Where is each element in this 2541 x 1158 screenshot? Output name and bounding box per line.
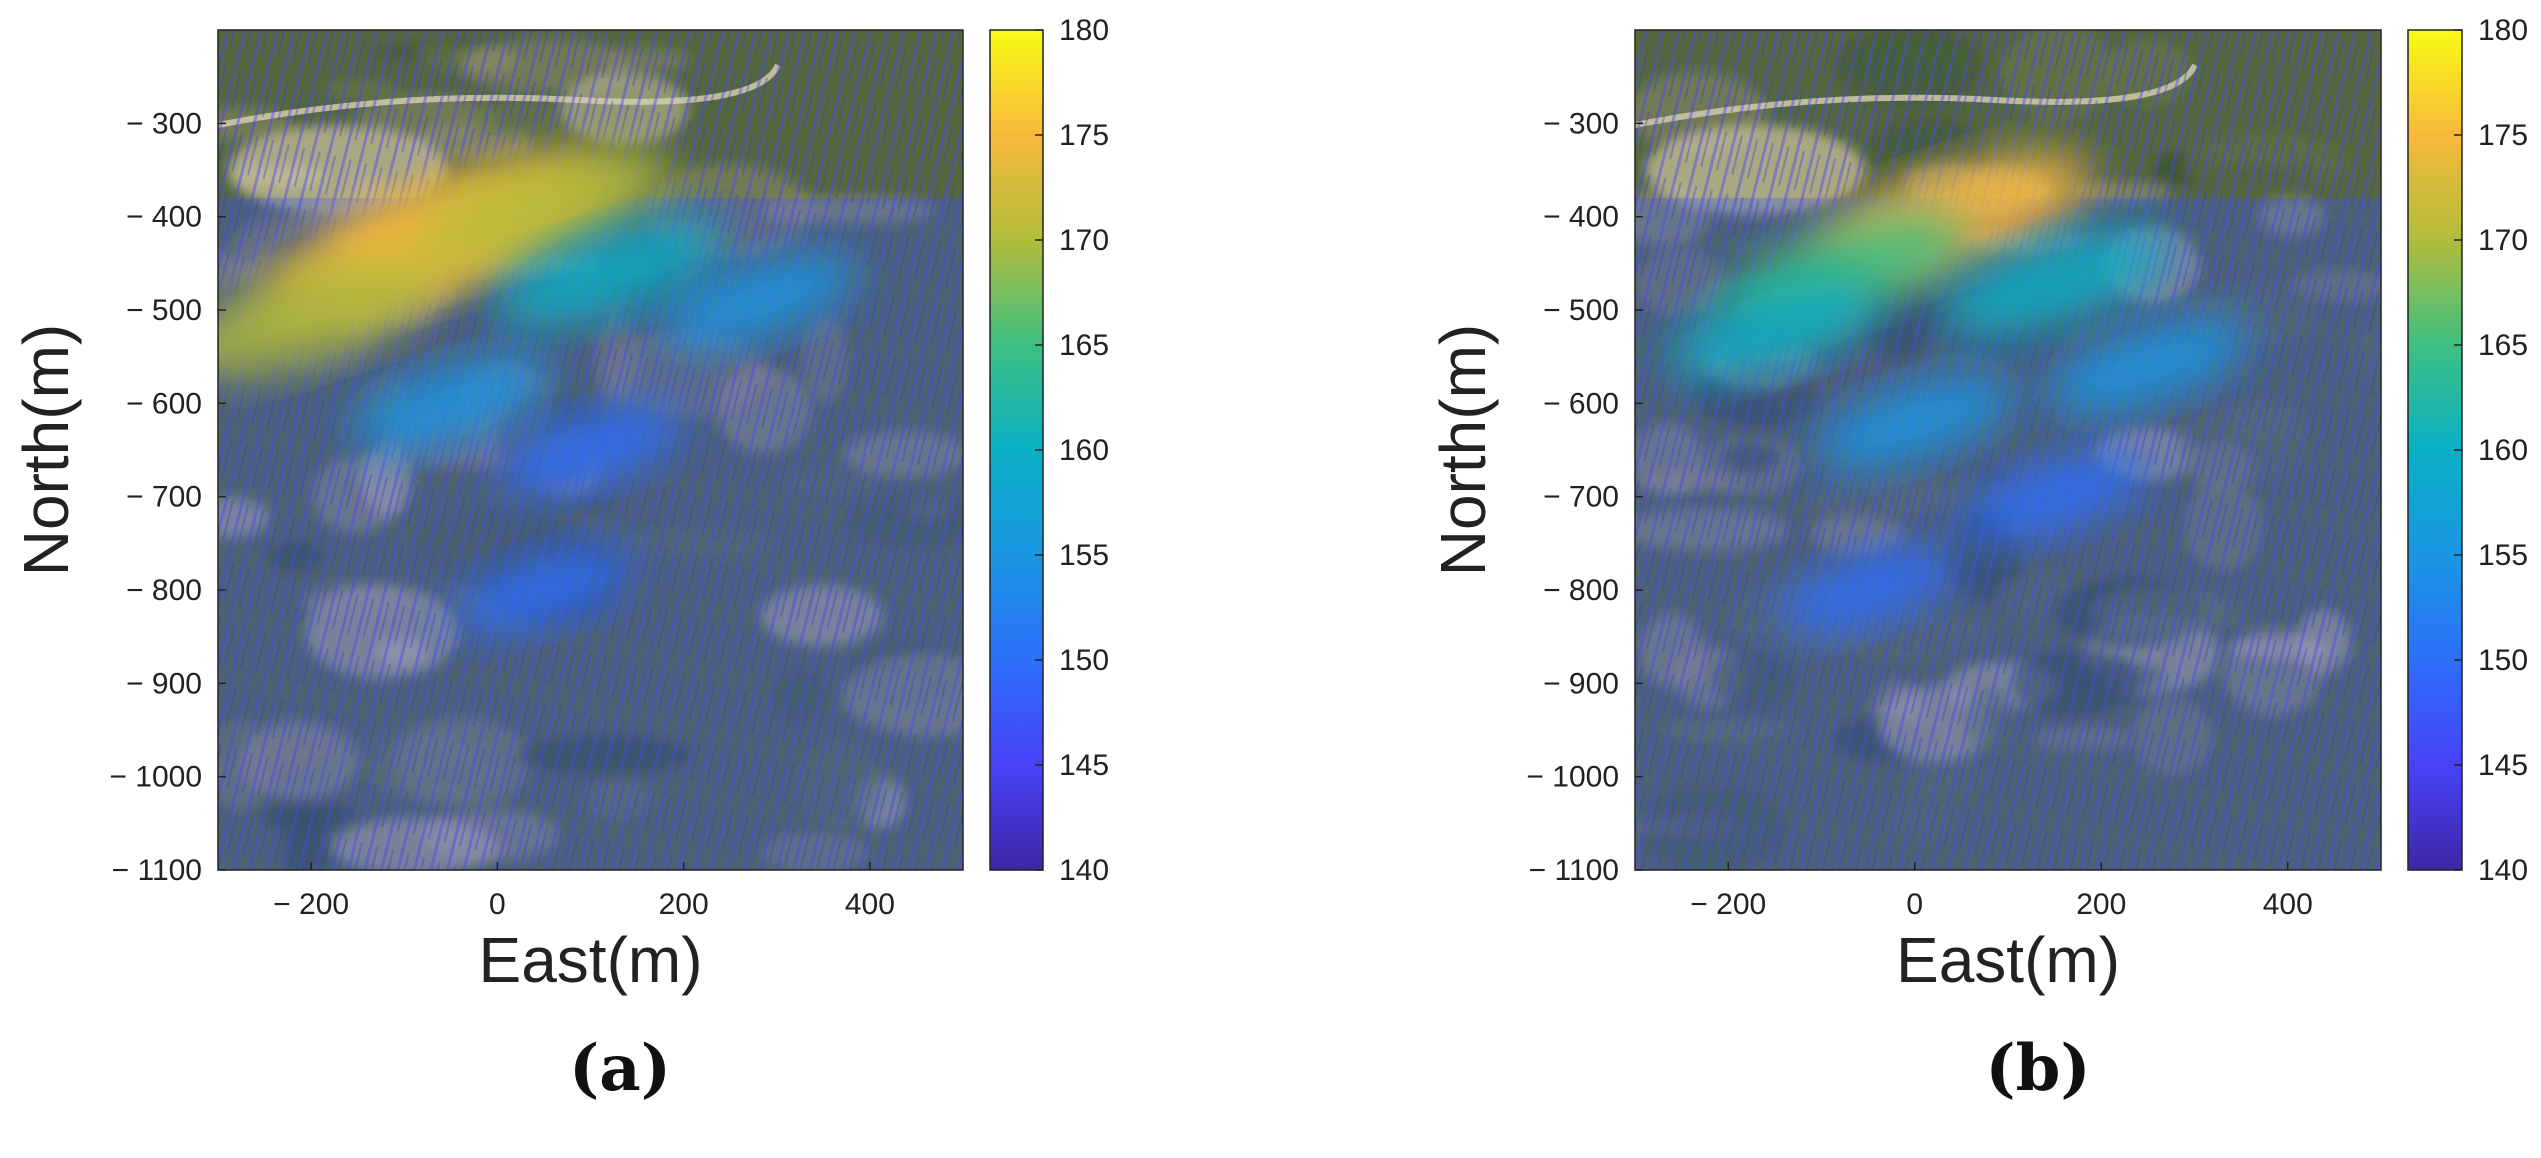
x-tick-label: 0	[489, 888, 506, 921]
colorbar-tick-label: 140	[2478, 854, 2528, 887]
colorbar-tick-label: 145	[2478, 749, 2528, 782]
y-tick-label: − 700	[1543, 481, 1619, 514]
colorbar	[2407, 29, 2463, 871]
colorbar-tick-label: 150	[2478, 644, 2528, 677]
heat-hotspot	[1815, 374, 2015, 470]
heat-hotspot	[218, 254, 443, 375]
heat-hotspot	[1961, 452, 2148, 542]
panel-a: − 200 0 200 400 − 300 − 400 − 500 − 600 − 700 − 8…	[10, 14, 1109, 1106]
plot-area	[1635, 30, 2381, 870]
panel-label: (b)	[1985, 1031, 2090, 1106]
heat-hotspot	[1779, 547, 1957, 633]
colorbar-tick-label: 170	[1059, 224, 1109, 257]
radar-streaks	[1635, 30, 2381, 870]
x-tick-label: 200	[2076, 888, 2126, 921]
y-tick-label: − 800	[126, 574, 202, 607]
panel-label: (a)	[569, 1031, 671, 1106]
y-tick-label: − 600	[126, 387, 202, 420]
y-tick-label: − 1100	[112, 854, 202, 887]
y-tick-label: − 400	[1543, 201, 1619, 234]
x-tick-label: 200	[659, 888, 709, 921]
x-tick-label: 400	[845, 888, 895, 921]
colorbar-tick-label: 175	[2478, 119, 2528, 152]
plot-area	[218, 30, 963, 870]
y-tick-label: − 1100	[1529, 854, 1619, 887]
colorbar-tick-label: 165	[2478, 329, 2528, 362]
colorbar-tick-label: 155	[2478, 539, 2528, 572]
y-tick-label: − 300	[126, 107, 202, 140]
y-tick-label: − 700	[126, 481, 202, 514]
x-axis-label: East(m)	[1896, 924, 2120, 996]
x-tick-label: − 200	[273, 888, 349, 921]
colorbar-tick-label: 180	[2478, 14, 2528, 47]
heat-hotspot	[1669, 279, 1881, 379]
colorbar-tick-label: 145	[1059, 749, 1109, 782]
y-tick-label: − 1000	[109, 761, 202, 794]
y-axis-label: North(m)	[1427, 324, 1499, 576]
colorbar-tick-label: 155	[1059, 539, 1109, 572]
panel-b: − 200 0 200 400 − 300 − 400 − 500 − 600 − 700 − 8…	[1427, 14, 2528, 1106]
colorbar-tick-label: 180	[1059, 14, 1109, 47]
heat-hotspot	[455, 547, 633, 633]
colorbar-tick-label: 175	[1059, 119, 1109, 152]
x-tick-label: 0	[1906, 888, 1923, 921]
y-tick-label: − 500	[126, 294, 202, 327]
x-axis-label: East(m)	[479, 924, 703, 996]
colorbar	[989, 29, 1044, 871]
y-axis-label: North(m)	[10, 324, 82, 576]
y-tick-label: − 800	[1543, 574, 1619, 607]
heat-hotspot	[497, 405, 684, 495]
y-tick-label: − 400	[126, 201, 202, 234]
colorbar-tick-label: 165	[1059, 329, 1109, 362]
colorbar-tick-label: 150	[1059, 644, 1109, 677]
colorbar-tick-label: 170	[2478, 224, 2528, 257]
y-tick-label: − 1000	[1526, 761, 1619, 794]
heat-hotspot	[494, 219, 724, 326]
y-tick-label: − 300	[1543, 107, 1619, 140]
x-tick-label: − 200	[1690, 888, 1766, 921]
x-tick-label: 400	[2263, 888, 2313, 921]
colorbar-tick-label: 160	[2478, 434, 2528, 467]
heat-hotspot	[658, 253, 858, 348]
heat-hotspot	[1940, 228, 2169, 336]
heat-hotspot	[416, 149, 672, 266]
colorbar-tick-label: 160	[1059, 434, 1109, 467]
heat-hotspot	[351, 356, 551, 451]
y-tick-label: − 600	[1543, 387, 1619, 420]
y-tick-label: − 500	[1543, 294, 1619, 327]
colorbar-tick-label: 140	[1059, 854, 1109, 887]
y-tick-label: − 900	[126, 667, 202, 700]
y-tick-label: − 900	[1543, 667, 1619, 700]
plot-frame	[1634, 29, 2382, 871]
plot-frame	[217, 29, 964, 871]
panels: − 200 0 200 400 − 300 − 400 − 500 − 600 − 700 − 8…	[10, 14, 2528, 1106]
heat-hotspot	[2046, 318, 2250, 414]
